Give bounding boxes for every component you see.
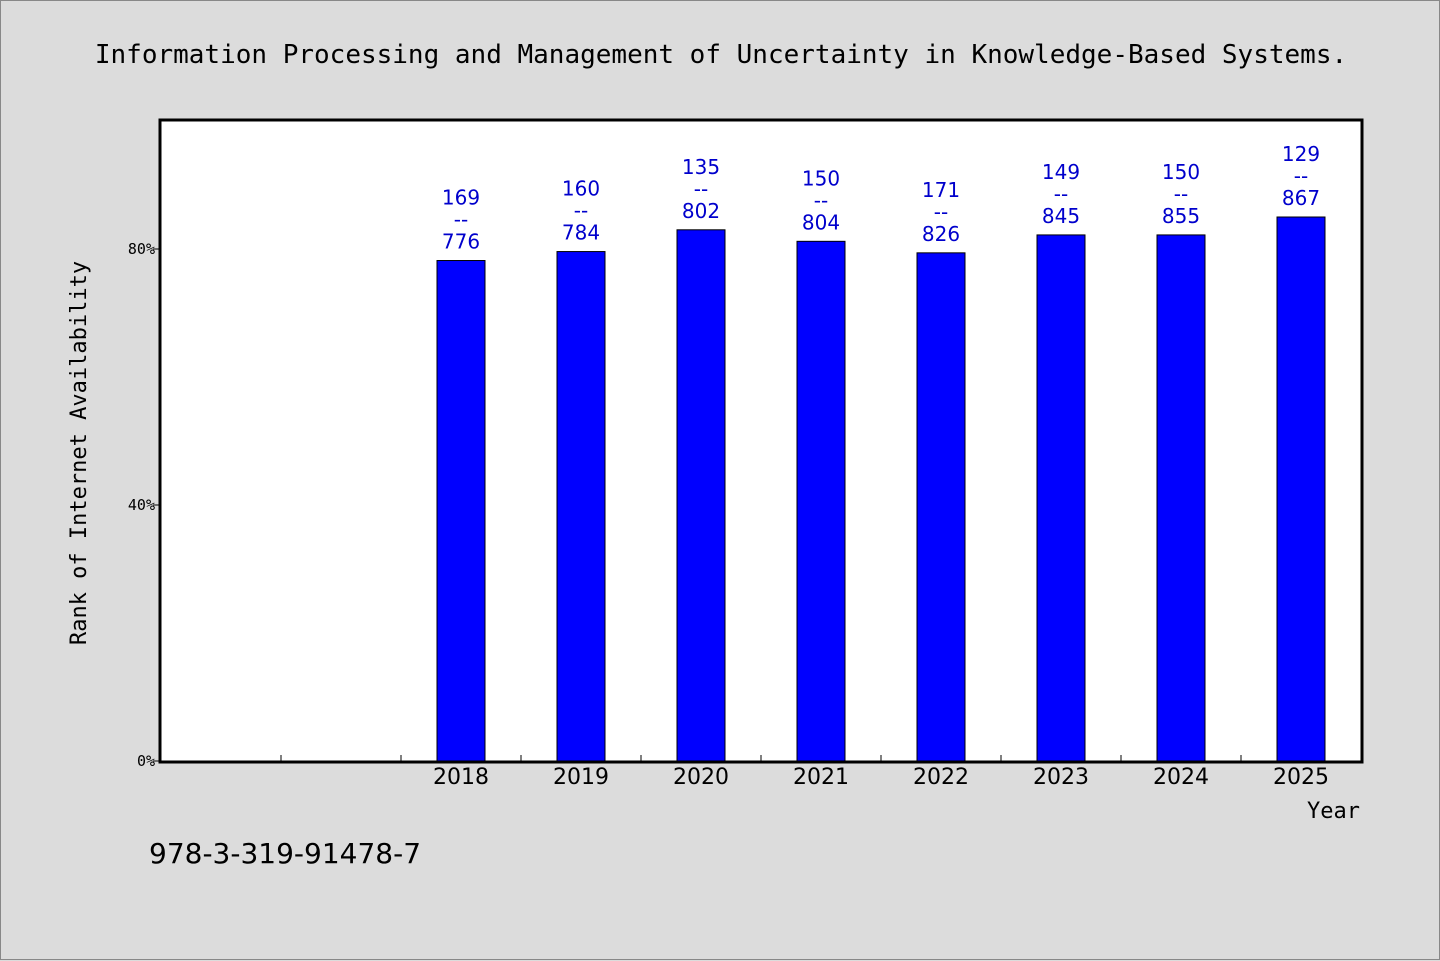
x-axis-label: Year (1307, 799, 1360, 824)
x-tick-label: 2023 (1033, 765, 1089, 790)
data-label: 171 (922, 178, 960, 202)
chart-title: Information Processing and Management of… (95, 40, 1347, 70)
data-label: 802 (682, 199, 720, 223)
data-label: -- (694, 177, 708, 201)
bar (1156, 234, 1206, 762)
data-label: 135 (682, 155, 720, 179)
data-label: 129 (1282, 142, 1320, 166)
data-label: -- (574, 199, 588, 223)
x-tick-label: 2020 (673, 765, 729, 790)
data-label: 845 (1042, 204, 1080, 228)
y-axis-label: Rank of Internet Availability (67, 261, 92, 645)
data-label: 160 (562, 177, 600, 201)
bar (796, 240, 846, 762)
data-label: 855 (1162, 204, 1200, 228)
data-label: 776 (442, 230, 480, 254)
x-tick-label: 2021 (793, 765, 849, 790)
data-label: 150 (802, 166, 840, 190)
bar (1276, 216, 1326, 762)
bar (556, 251, 606, 762)
bar-series (436, 216, 1326, 762)
x-axis: 2018 2019 2020 2021 2022 2023 2024 2025 (280, 755, 1329, 790)
y-tick-label: 80% (128, 240, 155, 258)
x-tick-label: 2025 (1273, 765, 1329, 790)
data-label: 149 (1042, 160, 1080, 184)
data-labels: 169--776160--784135--802150--804171--826… (442, 142, 1320, 254)
data-label: 784 (562, 221, 600, 245)
data-label: -- (1294, 164, 1308, 188)
bar (1036, 234, 1086, 762)
y-axis: 0% 40% 80% (128, 240, 161, 770)
data-label: -- (934, 200, 948, 224)
data-label: -- (1174, 182, 1188, 206)
data-label: 804 (802, 210, 840, 234)
data-label: 867 (1282, 186, 1320, 210)
bar (676, 229, 726, 762)
data-label: 150 (1162, 160, 1200, 184)
y-tick-label: 0% (137, 752, 155, 770)
data-label: 826 (922, 222, 960, 246)
x-tick-label: 2024 (1153, 765, 1209, 790)
bar (436, 260, 486, 762)
x-tick-label: 2019 (553, 765, 609, 790)
x-tick-label: 2018 (433, 765, 489, 790)
isbn-text: 978-3-319-91478-7 (149, 837, 421, 870)
data-label: -- (814, 188, 828, 212)
data-label: 169 (442, 186, 480, 210)
bar (916, 252, 966, 762)
x-tick-label: 2022 (913, 765, 969, 790)
data-label: -- (454, 208, 468, 232)
data-label: -- (1054, 182, 1068, 206)
y-tick-label: 40% (128, 496, 155, 514)
